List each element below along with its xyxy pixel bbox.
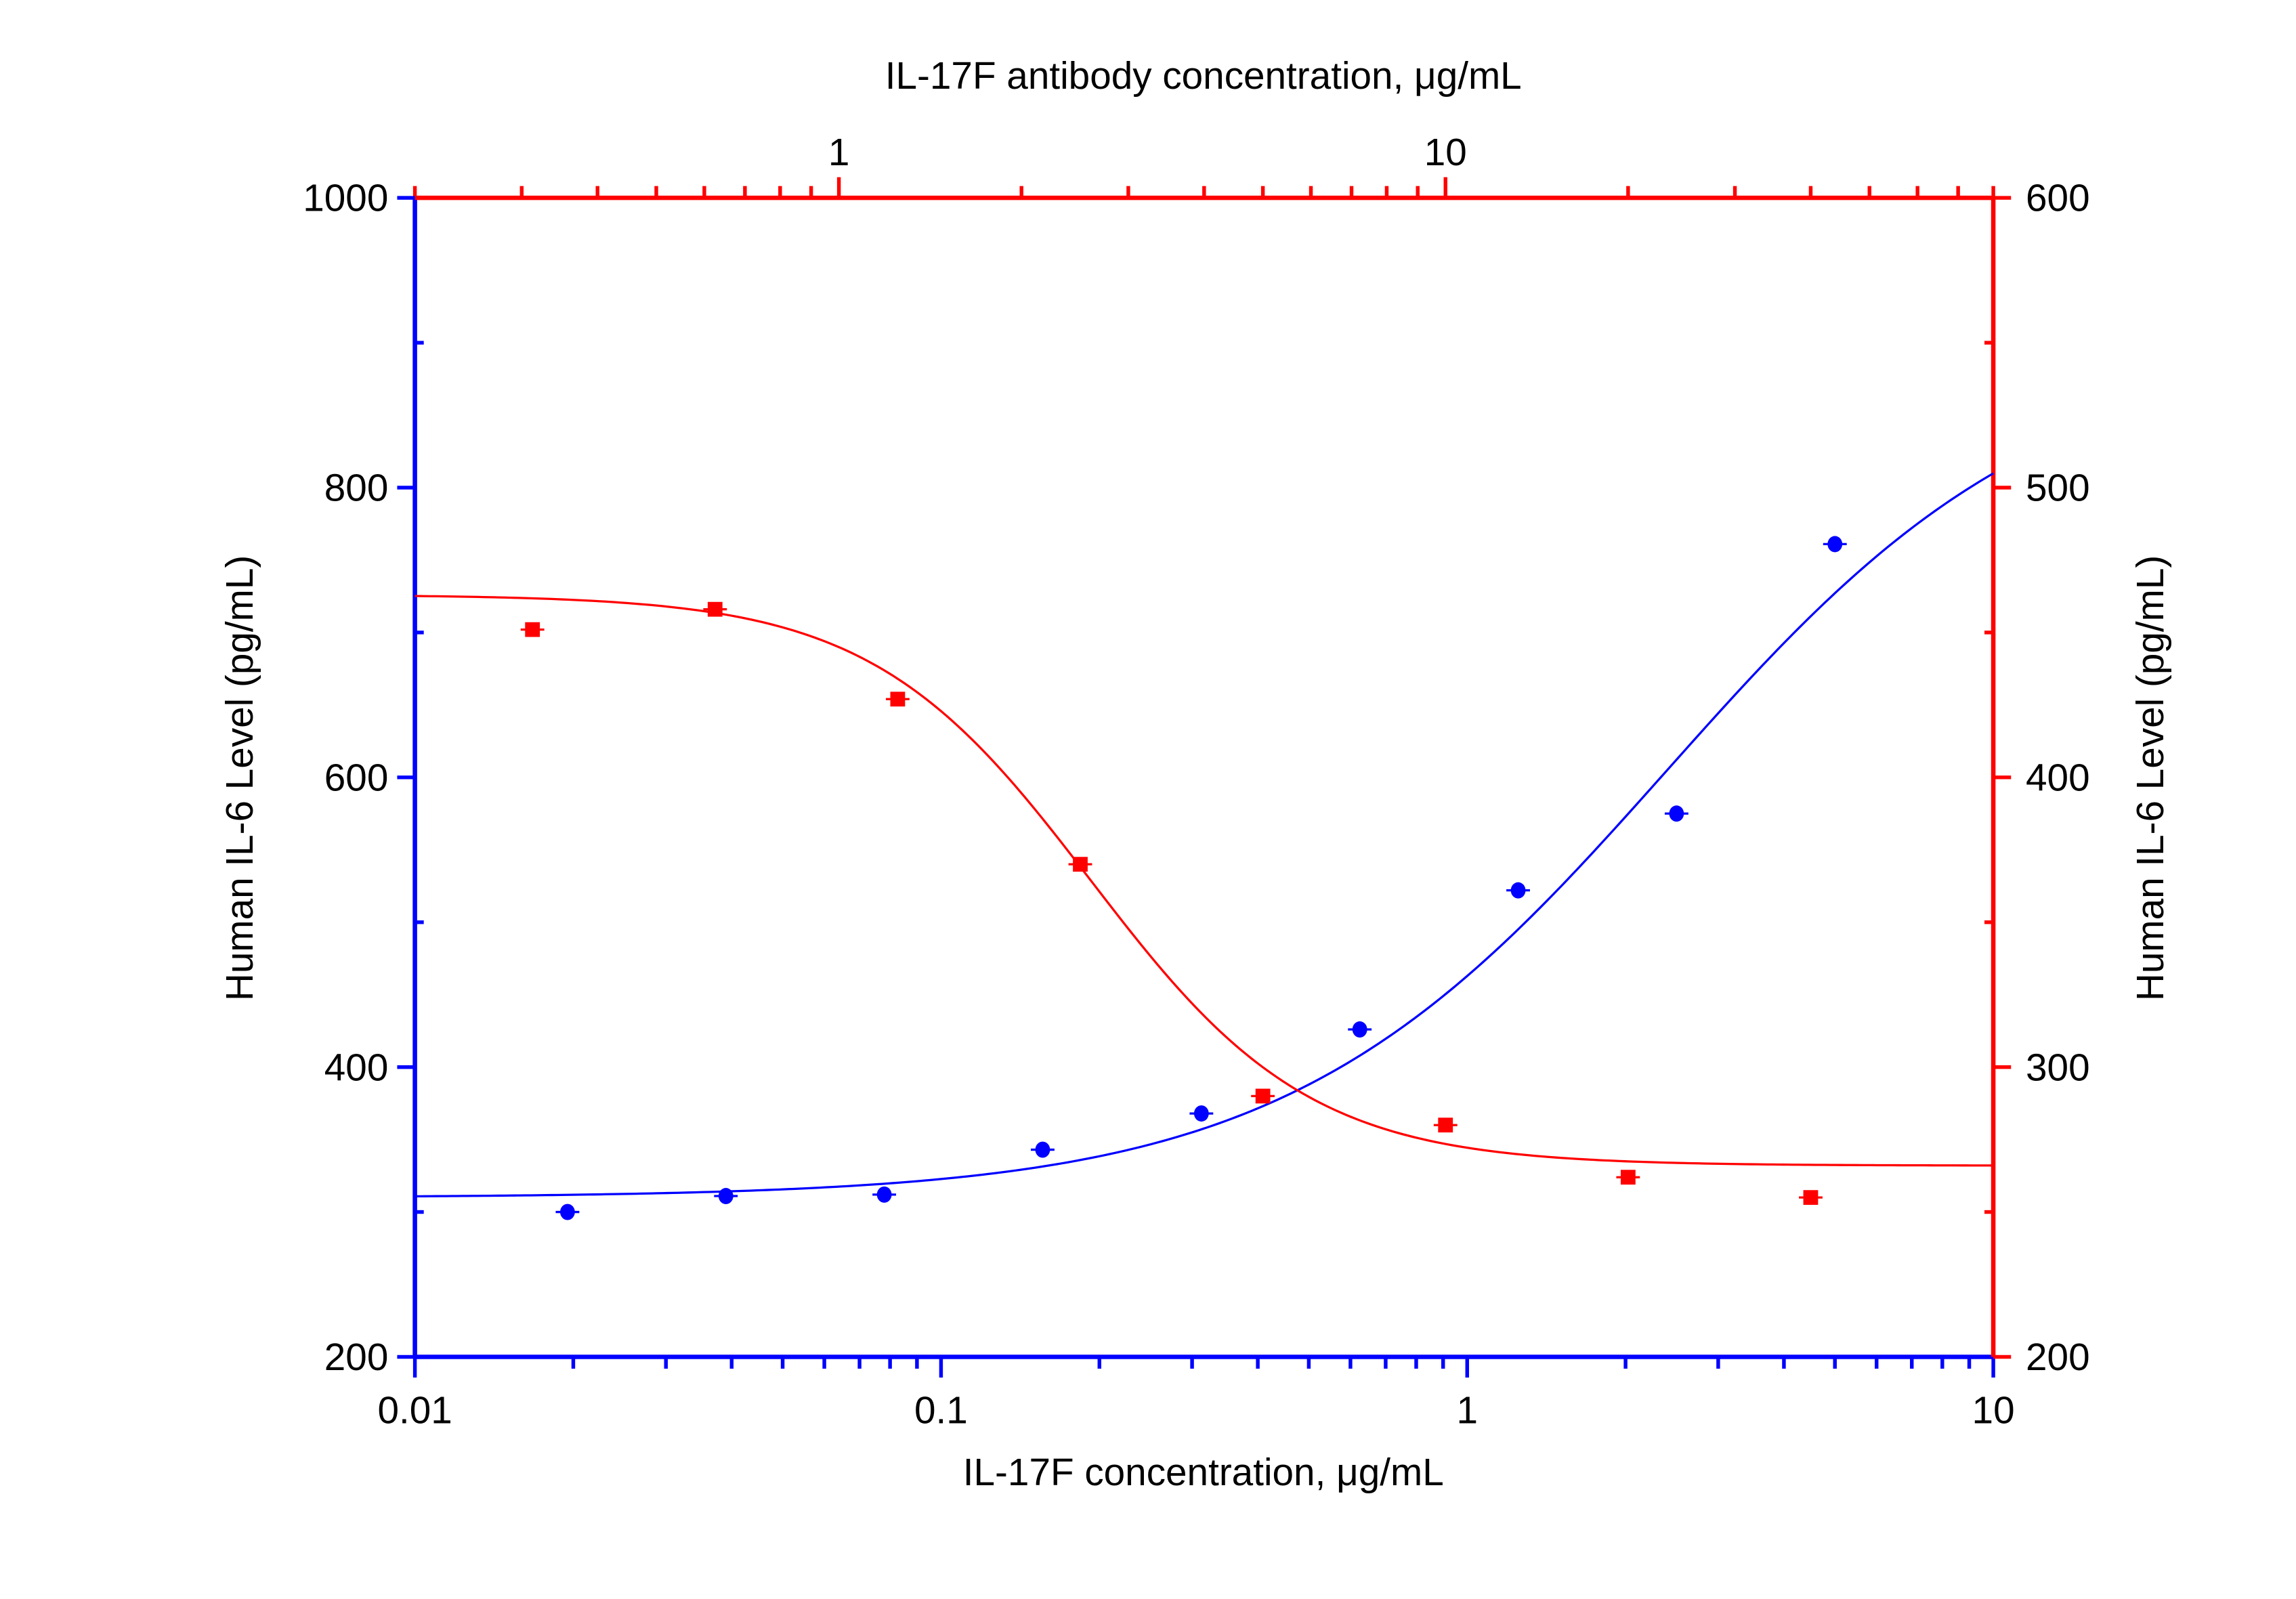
top-tick-label: 1 [828,131,850,174]
blue-data-point [1510,882,1526,899]
red-data-point [1073,857,1088,872]
red-data-point [1255,1088,1271,1104]
red-data-point [890,691,906,707]
right-axis-label: Human IL-6 Level (pg/mL) [2129,555,2172,1001]
right-tick-label: 400 [2026,756,2090,799]
blue-data-point [1193,1105,1209,1122]
left-tick-label: 600 [324,756,389,799]
bottom-tick-label: 0.01 [377,1390,452,1432]
left-tick-label: 400 [324,1046,389,1089]
left-axis-label: Human IL-6 Level (pg/mL) [219,555,261,1001]
bottom-axis-label: IL-17F concentration, μg/mL [963,1451,1444,1494]
blue-data-point [876,1186,892,1203]
blue-data-point [1827,536,1843,553]
blue-data-point [1035,1141,1050,1158]
bottom-tick-label: 1 [1456,1390,1478,1432]
top-axis-label: IL-17F antibody concentration, μg/mL [885,55,1522,98]
bottom-tick-label: 0.1 [914,1390,968,1432]
bottom-tick-label: 10 [1972,1390,2015,1432]
blue-data-point [1669,805,1684,822]
left-tick-label: 1000 [303,177,388,220]
right-tick-label: 500 [2026,467,2090,510]
blue-data-point [560,1203,575,1220]
red-data-point [1620,1170,1636,1185]
left-tick-label: 200 [324,1336,389,1379]
blue-data-point [1352,1021,1367,1038]
right-tick-label: 200 [2026,1336,2090,1379]
left-tick-label: 800 [324,467,389,510]
right-tick-label: 300 [2026,1046,2090,1089]
red-data-point [1438,1117,1453,1133]
red-data-point [707,601,723,617]
red-data-point [1803,1190,1819,1206]
red-data-point [525,622,540,637]
right-tick-label: 600 [2026,177,2090,220]
blue-fit-curve [414,472,1994,1198]
top-tick-label: 10 [1424,131,1467,174]
blue-data-point [718,1188,734,1205]
red-fit-curve [414,595,1994,1167]
